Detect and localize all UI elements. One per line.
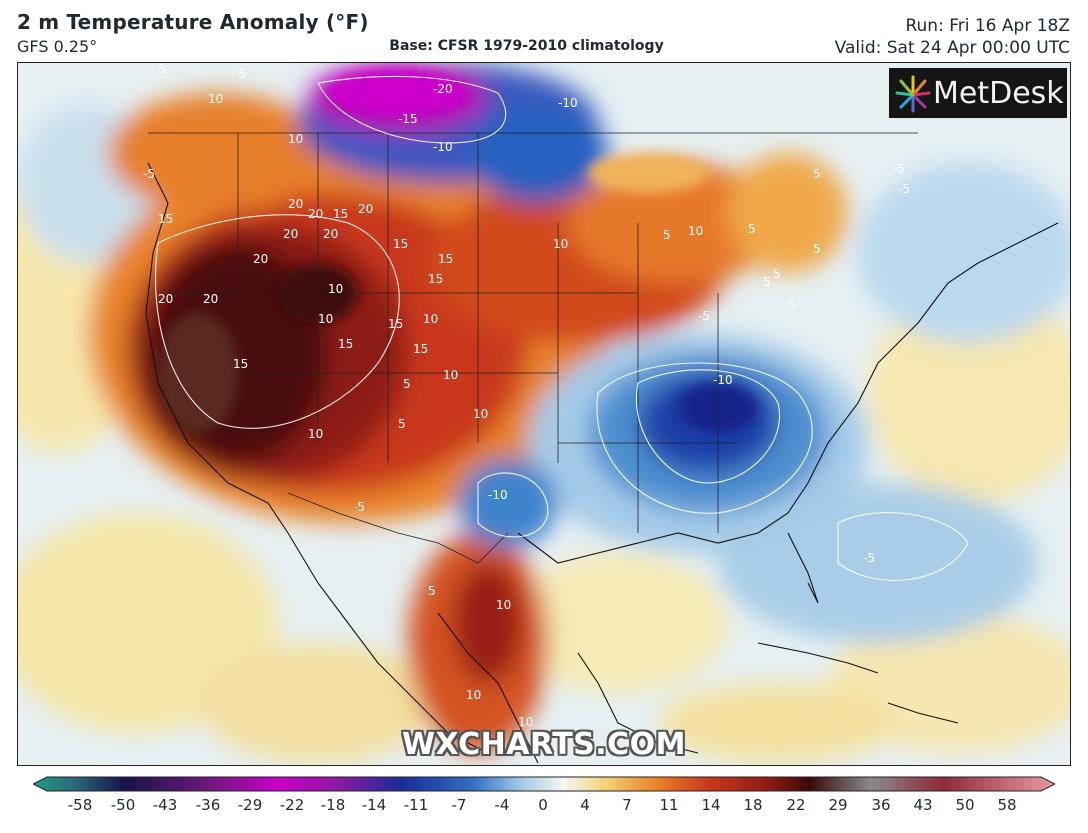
colorbar-tick: 58 <box>997 796 1017 814</box>
colorbar-tick: 22 <box>786 796 806 814</box>
map-label: 10 <box>466 688 481 702</box>
model-label: GFS 0.25° <box>17 37 98 56</box>
map-label: -5 <box>353 500 365 514</box>
map-label: 10 <box>688 224 703 238</box>
colorbar-tick: 0 <box>538 796 548 814</box>
colorbar-tick: -36 <box>195 796 221 814</box>
colorbar-tick: 50 <box>955 796 975 814</box>
map-label: -5 <box>863 551 875 565</box>
metdesk-logo: MetDesk <box>889 68 1067 118</box>
map-label: 10 <box>518 715 533 729</box>
map-label: 20 <box>203 292 218 306</box>
map-canvas: -20 -15 -10 -10 -5 -5 10 5 5 5 10 15 20 … <box>18 63 1070 765</box>
anomaly-detail <box>158 71 758 433</box>
colorbar-tick: -50 <box>110 796 136 814</box>
map-label: -10 <box>558 96 578 110</box>
map-label: 15 <box>388 317 403 331</box>
colorbar-tick: 29 <box>828 796 848 814</box>
map-label: 10 <box>443 368 458 382</box>
map-label: 15 <box>333 207 348 221</box>
colorbar-tick: -7 <box>451 796 467 814</box>
map-label: 10 <box>328 282 343 296</box>
map-label: -15 <box>398 112 418 126</box>
colorbar <box>33 776 1055 792</box>
map-label: -5 <box>898 182 910 196</box>
map-label: 20 <box>288 197 303 211</box>
map-label: 5 <box>403 377 411 391</box>
map-label: 10 <box>473 407 488 421</box>
map-label: 10 <box>308 427 323 441</box>
map-label: 15 <box>338 337 353 351</box>
map-label: 5 <box>398 417 406 431</box>
colorbar-tick: 18 <box>743 796 763 814</box>
colorbar-tick: -14 <box>361 796 387 814</box>
wxcharts-watermark: WXCHARTS.COM <box>401 727 687 762</box>
map-label: 10 <box>318 312 333 326</box>
metdesk-burst-icon <box>895 75 931 113</box>
map-label: 10 <box>423 312 438 326</box>
map-label: 10 <box>496 598 511 612</box>
map-label: 15 <box>393 237 408 251</box>
colorbar-tick: 7 <box>622 796 632 814</box>
map-label: -5 <box>698 309 710 323</box>
map-label: 5 <box>238 67 246 81</box>
map-label: 15 <box>233 357 248 371</box>
colorbar-tick: -22 <box>279 796 305 814</box>
map-label: -10 <box>713 373 733 387</box>
map-label: 20 <box>323 227 338 241</box>
contours <box>155 75 969 581</box>
map-label: 5 <box>763 275 771 289</box>
map-label: 15 <box>158 212 173 226</box>
colorbar-tick: 14 <box>701 796 721 814</box>
map-label: -20 <box>433 82 453 96</box>
map-label: 5 <box>748 222 756 236</box>
map-label: -5 <box>893 162 905 176</box>
logo-text: MetDesk <box>933 76 1064 111</box>
map-label: 5 <box>788 297 796 311</box>
map-label: 20 <box>283 227 298 241</box>
map-label: -5 <box>143 167 155 181</box>
map-label: 20 <box>158 292 173 306</box>
borders <box>148 132 918 564</box>
map-label: 20 <box>308 207 323 221</box>
map-label: 20 <box>358 202 373 216</box>
map-label: 10 <box>553 237 568 251</box>
anomaly-map: -20 -15 -10 -10 -5 -5 10 5 5 5 10 15 20 … <box>17 62 1071 766</box>
colorbar-tick: -11 <box>403 796 429 814</box>
map-label: 10 <box>208 92 223 106</box>
contour-labels: -20 -15 -10 -10 -5 -5 10 5 5 5 10 15 20 … <box>143 63 910 729</box>
map-label: 15 <box>413 342 428 356</box>
colorbar-tick: -29 <box>237 796 263 814</box>
map-label: 5 <box>813 242 821 256</box>
colorbar-tick: 43 <box>913 796 933 814</box>
map-label: 5 <box>158 63 166 76</box>
colorbar-tick: -18 <box>320 796 346 814</box>
map-label: 5 <box>428 584 436 598</box>
climatology-base-label: Base: CFSR 1979-2010 climatology <box>389 38 664 54</box>
map-label: -10 <box>488 488 508 502</box>
colorbar-tick: 36 <box>871 796 891 814</box>
colorbar-tick: -4 <box>494 796 510 814</box>
map-label: -10 <box>433 140 453 154</box>
colorbar-tick: 4 <box>580 796 590 814</box>
colorbar-tick: 11 <box>659 796 679 814</box>
chart-title: 2 m Temperature Anomaly (°F) <box>17 10 369 34</box>
colorbar-tick: -58 <box>67 796 93 814</box>
colorbar-tick: -43 <box>152 796 178 814</box>
map-label: 5 <box>813 167 821 181</box>
valid-time-label: Valid: Sat 24 Apr 00:00 UTC <box>834 38 1070 58</box>
map-label: 20 <box>253 252 268 266</box>
run-time-label: Run: Fri 16 Apr 18Z <box>905 16 1070 36</box>
map-label: 5 <box>773 267 781 281</box>
map-label: 15 <box>438 252 453 266</box>
map-label: 10 <box>288 132 303 146</box>
coastlines <box>145 162 1059 764</box>
map-label: 5 <box>663 228 671 242</box>
map-label: 15 <box>428 272 443 286</box>
colorbar-ticks: -58 -50 -43 -36 -29 -22 -18 -14 -11 -7 -… <box>0 796 1088 818</box>
